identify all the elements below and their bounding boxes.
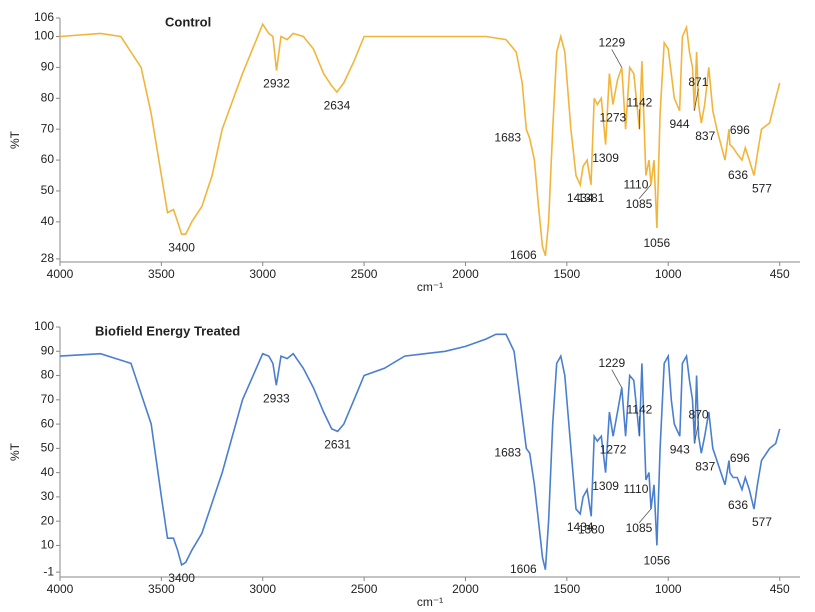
leader-line bbox=[611, 369, 623, 388]
x-tick-label: 2500 bbox=[351, 582, 378, 596]
peak-label: 837 bbox=[695, 129, 715, 143]
peak-label: 1142 bbox=[627, 95, 653, 109]
peak-label: 696 bbox=[730, 451, 750, 465]
peak-label: 1309 bbox=[592, 151, 619, 165]
y-tick-label: 10 bbox=[41, 538, 55, 552]
y-axis-label: %T bbox=[8, 442, 22, 461]
x-tick-label: 2000 bbox=[452, 582, 479, 596]
peak-label: 2932 bbox=[263, 77, 290, 91]
x-tick-label: 3000 bbox=[249, 267, 276, 281]
y-tick-label: 80 bbox=[41, 368, 55, 382]
peak-label: 2933 bbox=[263, 391, 290, 405]
peak-label: 2631 bbox=[324, 438, 351, 452]
y-tick-label: 20 bbox=[41, 513, 55, 527]
chart-title: Control bbox=[165, 14, 211, 29]
x-tick-label: 4000 bbox=[47, 582, 74, 596]
peak-label: 1142 bbox=[627, 402, 653, 416]
peak-label: 944 bbox=[670, 117, 690, 131]
leader-line bbox=[611, 49, 623, 68]
spectrum-line bbox=[59, 22, 781, 257]
peak-label: 1110 bbox=[623, 178, 648, 192]
x-tick-label: 2000 bbox=[452, 267, 479, 281]
x-tick-label: 1000 bbox=[655, 267, 682, 281]
leader-line bbox=[638, 184, 652, 200]
y-tick-label: 70 bbox=[41, 121, 55, 135]
peak-label: 1380 bbox=[578, 522, 605, 536]
peak-label: 1056 bbox=[644, 236, 671, 250]
x-axis-label: cm⁻¹ bbox=[417, 595, 443, 609]
peak-label: 1309 bbox=[592, 479, 619, 493]
leader-line bbox=[693, 88, 699, 111]
peak-label: 1273 bbox=[600, 111, 627, 125]
peak-label: 577 bbox=[752, 515, 772, 529]
peak-label: 1683 bbox=[494, 445, 521, 459]
peak-label: 1229 bbox=[598, 36, 625, 50]
y-tick-label: 40 bbox=[41, 465, 55, 479]
peak-label: 1434 bbox=[567, 191, 594, 205]
chart-title: Biofield Energy Treated bbox=[95, 323, 240, 338]
peak-label: 577 bbox=[752, 182, 772, 196]
peak-label: 1434 bbox=[567, 520, 594, 534]
peak-label: 1085 bbox=[626, 197, 653, 211]
peak-label: 943 bbox=[670, 442, 690, 456]
peak-label: 870 bbox=[689, 408, 709, 422]
peak-label: 1606 bbox=[510, 248, 537, 262]
peak-label: 696 bbox=[730, 123, 750, 137]
leader-line bbox=[694, 421, 699, 444]
y-tick-label: 80 bbox=[41, 90, 55, 104]
y-tick-label: 50 bbox=[41, 183, 55, 197]
peak-label: 1229 bbox=[598, 356, 625, 370]
peak-label: 1272 bbox=[600, 442, 627, 456]
y-tick-label: 30 bbox=[41, 489, 55, 503]
x-tick-label: 2500 bbox=[351, 267, 378, 281]
x-tick-label: 3500 bbox=[148, 267, 175, 281]
peak-label: 1606 bbox=[510, 562, 537, 576]
peak-label: 837 bbox=[695, 459, 715, 473]
y-tick-label: 50 bbox=[41, 441, 55, 455]
peak-label: 636 bbox=[728, 498, 748, 512]
peak-label: 1381 bbox=[578, 191, 605, 205]
peak-label: 1110 bbox=[623, 482, 648, 496]
leader-line bbox=[638, 508, 652, 524]
peak-label: 871 bbox=[688, 75, 708, 89]
y-tick-label: 90 bbox=[41, 343, 55, 357]
y-tick-label: 70 bbox=[41, 392, 55, 406]
y-tick-label: 100 bbox=[34, 319, 54, 333]
x-tick-label: 1500 bbox=[553, 582, 580, 596]
y-tick-label: 60 bbox=[41, 416, 55, 430]
peak-label: 1683 bbox=[494, 131, 521, 145]
x-tick-label: 3500 bbox=[148, 582, 175, 596]
peak-label: 2634 bbox=[324, 98, 351, 112]
y-tick-label: 60 bbox=[41, 152, 55, 166]
y-tick-label: 40 bbox=[41, 214, 55, 228]
x-tick-label: 1000 bbox=[655, 582, 682, 596]
peak-label: 1085 bbox=[626, 521, 653, 535]
y-tick-label: 28 bbox=[41, 251, 55, 265]
x-tick-label: 1500 bbox=[553, 267, 580, 281]
spectrum-line bbox=[59, 333, 781, 570]
x-tick-label: 450 bbox=[770, 582, 790, 596]
x-tick-label: 4000 bbox=[47, 267, 74, 281]
y-tick-label: 106 bbox=[34, 10, 54, 24]
y-tick-label: 90 bbox=[41, 60, 55, 74]
x-tick-label: 450 bbox=[770, 267, 790, 281]
peak-label: 3400 bbox=[168, 240, 195, 254]
y-tick-label: -1 bbox=[43, 564, 54, 578]
peak-label: 1056 bbox=[644, 554, 671, 568]
x-tick-label: 3000 bbox=[249, 582, 276, 596]
y-tick-label: 100 bbox=[34, 29, 54, 43]
y-axis-label: %T bbox=[8, 130, 22, 149]
peak-label: 636 bbox=[728, 168, 748, 182]
peak-label: 3400 bbox=[168, 571, 195, 585]
x-axis-label: cm⁻¹ bbox=[417, 280, 443, 294]
